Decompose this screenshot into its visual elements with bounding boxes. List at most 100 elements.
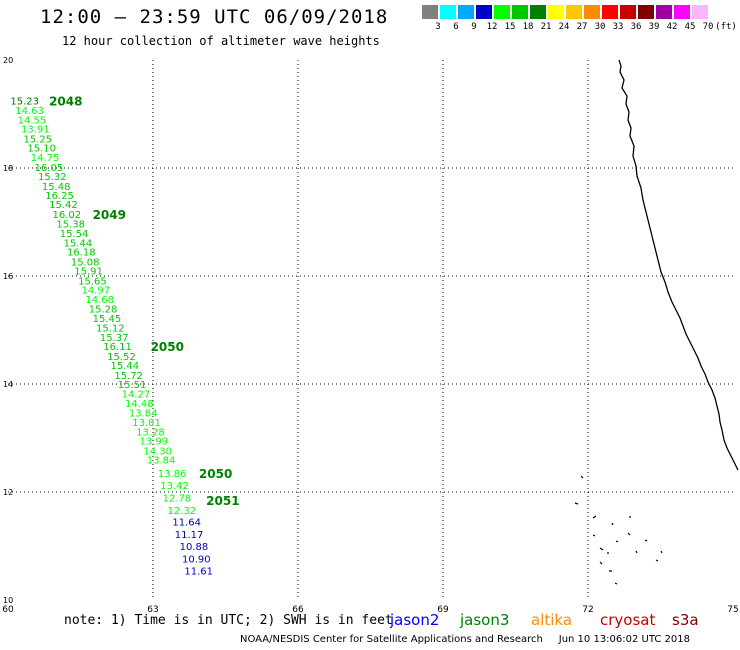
color-swatch bbox=[476, 5, 492, 19]
lon-tick-label: 72 bbox=[582, 605, 593, 615]
legend-jason3: jason3 bbox=[460, 611, 510, 629]
color-swatch-label: 39 bbox=[648, 22, 660, 32]
wave-height-value: 11.17 bbox=[175, 530, 204, 541]
wave-height-value: 12.78 bbox=[163, 493, 192, 504]
color-swatch-label: 15 bbox=[504, 22, 516, 32]
color-scale-unit: (ft) bbox=[715, 22, 737, 32]
wave-height-value: 10.90 bbox=[182, 554, 211, 565]
wave-height-value: 13.28 bbox=[136, 428, 165, 439]
legend-cryosat: cryosat bbox=[600, 611, 656, 629]
wave-height-value: 15.44 bbox=[110, 361, 139, 372]
color-swatch bbox=[620, 5, 636, 19]
color-swatch bbox=[566, 5, 582, 19]
wave-height-value: 13.81 bbox=[132, 418, 161, 429]
color-swatch-label: 3 bbox=[435, 22, 441, 32]
color-swatch bbox=[512, 5, 528, 19]
color-swatch-label: 24 bbox=[558, 22, 570, 32]
wave-height-value: 13.99 bbox=[139, 437, 168, 448]
wave-height-value: 15.23 bbox=[10, 97, 39, 108]
color-swatch bbox=[692, 5, 708, 19]
wave-height-value: 14.30 bbox=[143, 446, 172, 457]
wave-height-value: 15.42 bbox=[49, 200, 78, 211]
wave-height-value: 13.86 bbox=[158, 469, 187, 480]
lon-tick-label: 63 bbox=[147, 605, 158, 615]
color-swatch bbox=[530, 5, 546, 19]
wave-height-value: 13.84 bbox=[129, 409, 158, 420]
wave-height-value: 15.45 bbox=[93, 314, 122, 325]
wave-height-value: 15.28 bbox=[89, 304, 118, 315]
legend-jason2: jason2 bbox=[390, 611, 440, 629]
pass-number-label: 2050 bbox=[199, 467, 232, 481]
note-text: note: 1) Time is in UTC; 2) SWH is in fe… bbox=[64, 613, 393, 628]
wave-height-value: 15.10 bbox=[27, 143, 56, 154]
wave-height-value: 10.88 bbox=[180, 542, 209, 553]
wave-height-observations: 15.2314.6314.5513.9115.2515.1014.7516.05… bbox=[10, 97, 213, 578]
wave-height-value: 15.44 bbox=[64, 239, 93, 250]
lon-tick-label: 60 bbox=[2, 605, 14, 615]
wave-height-value: 14.97 bbox=[81, 286, 110, 297]
color-swatch bbox=[548, 5, 564, 19]
color-swatch-label: 27 bbox=[576, 22, 588, 32]
color-swatch-label: 30 bbox=[594, 22, 606, 32]
color-swatch-label: 45 bbox=[684, 22, 696, 32]
wave-height-value: 15.54 bbox=[60, 229, 89, 240]
wave-height-value: 15.48 bbox=[42, 182, 71, 193]
wave-height-value: 13.42 bbox=[160, 481, 189, 492]
color-swatch bbox=[656, 5, 672, 19]
lat-tick-label: 14 bbox=[3, 380, 13, 389]
wave-height-value: 16.11 bbox=[103, 342, 132, 353]
lakshadweep-islands bbox=[574, 475, 663, 585]
pass-number-label: 2048 bbox=[49, 95, 82, 109]
wave-height-value: 15.91 bbox=[74, 267, 103, 278]
wave-height-value: 11.61 bbox=[184, 566, 213, 577]
color-swatch-label: 36 bbox=[630, 22, 642, 32]
color-swatch bbox=[458, 5, 474, 19]
color-swatch bbox=[440, 5, 456, 19]
color-swatch bbox=[602, 5, 618, 19]
wave-height-value: 14.55 bbox=[18, 115, 47, 126]
color-swatch bbox=[584, 5, 600, 19]
wave-height-value: 15.65 bbox=[78, 276, 107, 287]
wave-height-value: 15.12 bbox=[96, 323, 125, 334]
color-swatch-label: 6 bbox=[453, 22, 459, 32]
color-swatch-label: 12 bbox=[486, 22, 498, 32]
lat-tick-label: 10 bbox=[3, 596, 13, 605]
wave-height-value: 15.08 bbox=[71, 257, 100, 268]
lon-tick-label: 66 bbox=[292, 605, 304, 615]
india-coastline bbox=[618, 59, 739, 471]
legend-s3a: s3a bbox=[672, 611, 699, 629]
color-swatch-label: 33 bbox=[612, 22, 624, 32]
wave-height-value: 16.05 bbox=[35, 163, 64, 174]
color-swatch bbox=[674, 5, 690, 19]
pass-number-label: 2051 bbox=[206, 494, 239, 508]
wave-height-value: 15.37 bbox=[100, 333, 129, 344]
wave-height-value: 15.52 bbox=[107, 352, 136, 363]
color-swatch bbox=[422, 5, 438, 19]
wave-height-value: 13.84 bbox=[147, 456, 176, 467]
pass-number-label: 2050 bbox=[151, 340, 184, 354]
wave-height-value: 14.27 bbox=[122, 390, 151, 401]
lat-tick-label: 20 bbox=[3, 56, 13, 65]
color-swatch-label: 70 bbox=[702, 22, 714, 32]
wave-height-value: 14.63 bbox=[15, 106, 44, 117]
color-swatch bbox=[494, 5, 510, 19]
lon-tick-label: 75 bbox=[727, 605, 738, 615]
wave-height-value: 16.25 bbox=[45, 191, 74, 202]
wave-height-value: 14.48 bbox=[125, 399, 154, 410]
lon-tick-label: 69 bbox=[437, 605, 449, 615]
pass-number-label: 2049 bbox=[93, 208, 126, 222]
wave-height-value: 15.32 bbox=[38, 172, 67, 183]
map-axes: 60 63 66 69 72 75 10 12 14 16 18 20 bbox=[2, 56, 738, 615]
satellite-pass-labels: 2048 2049 2050 2050 2051 bbox=[49, 95, 239, 509]
color-swatch-label: 18 bbox=[522, 22, 534, 32]
wave-height-value: 15.51 bbox=[118, 380, 147, 391]
wave-height-value: 15.72 bbox=[114, 371, 143, 382]
map-subtitle: 12 hour collection of altimeter wave hei… bbox=[62, 34, 380, 48]
wave-height-value: 13.91 bbox=[21, 125, 50, 136]
color-swatch-label: 21 bbox=[540, 22, 552, 32]
wave-height-value: 16.02 bbox=[52, 210, 81, 221]
legend-altika: altika bbox=[531, 611, 573, 629]
color-swatch-label: 9 bbox=[471, 22, 477, 32]
wave-height-value: 14.68 bbox=[85, 295, 114, 306]
